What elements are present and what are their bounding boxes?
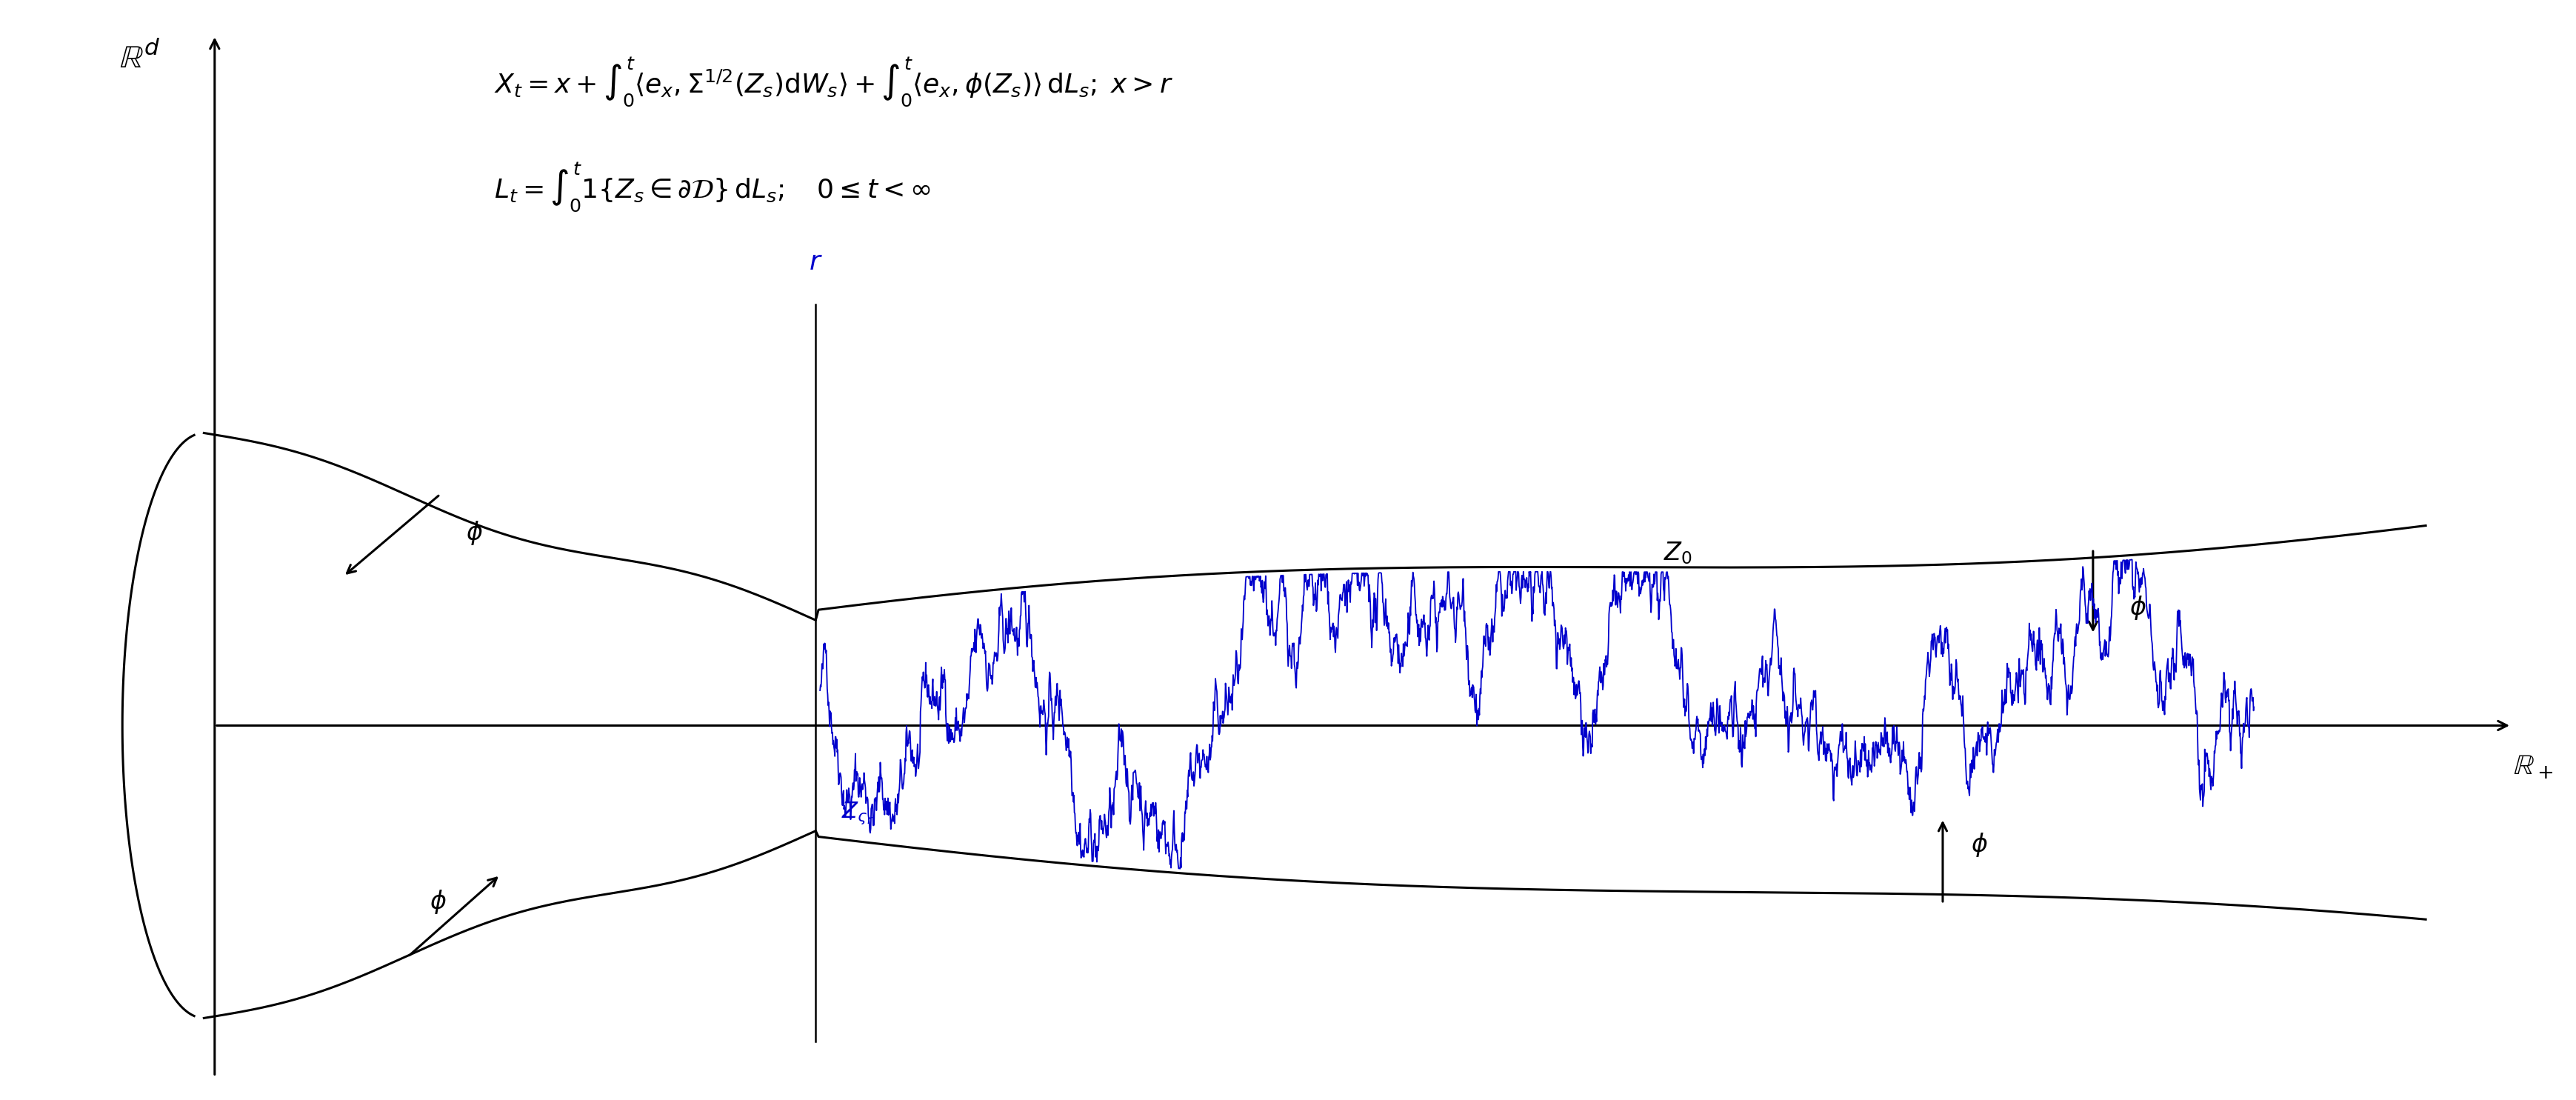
Text: $\phi$: $\phi$ [2130, 594, 2146, 622]
Text: $\mathbb{R}^d$: $\mathbb{R}^d$ [118, 42, 160, 75]
Text: $Z_0$: $Z_0$ [1664, 540, 1692, 566]
Text: $\phi$: $\phi$ [466, 519, 482, 547]
Text: $\mathbb{R}_+$: $\mathbb{R}_+$ [2514, 752, 2553, 781]
Text: $r$: $r$ [809, 250, 822, 275]
Text: $Z_{\varsigma_r}$: $Z_{\varsigma_r}$ [842, 801, 873, 826]
Text: $X_t = x + \int_0^t\langle e_x, \Sigma^{1/2}(Z_s)\mathrm{d}W_s\rangle + \int_0^t: $X_t = x + \int_0^t\langle e_x, \Sigma^{… [495, 56, 1172, 108]
Text: $\phi$: $\phi$ [1971, 832, 1989, 859]
Text: $L_t = \int_0^t 1\{Z_s \in \partial\mathcal{D}\}\,\mathrm{d}L_s;\quad 0 \leq t <: $L_t = \int_0^t 1\{Z_s \in \partial\math… [495, 161, 930, 213]
Text: $\phi$: $\phi$ [430, 888, 446, 915]
